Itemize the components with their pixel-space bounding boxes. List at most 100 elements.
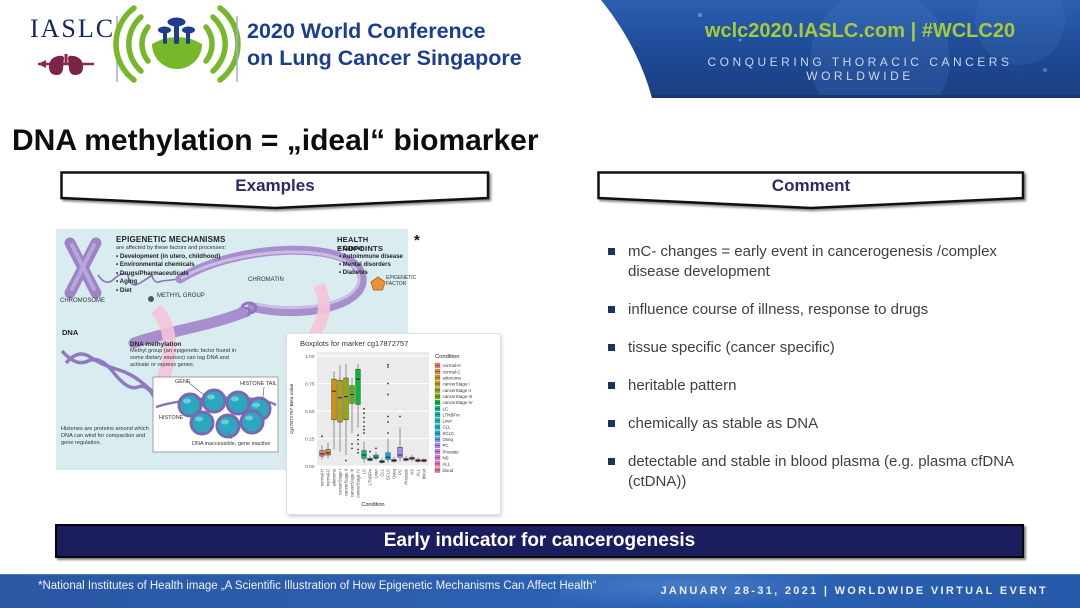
slide-title: DNA methylation = „ideal“ biomarker [12,124,539,158]
svg-text:NS: NS [410,469,415,475]
conference-website: wclc2020.IASLC.com | #WCLC20 [704,20,1016,42]
methyl-group-icon [148,296,154,302]
epigenetic-factor-label: EPIGENETIC FACTOR [386,275,417,287]
methyl-group-label: METHYL GROUP [157,293,205,299]
svg-text:cancerStage III: cancerStage III [443,394,473,399]
dna-inaccessible-label: DNA inaccessible, gene inactive [192,441,271,447]
svg-text:LC: LC [362,469,367,474]
svg-text:Condition: Condition [361,502,384,508]
svg-text:normal-C: normal-C [326,469,331,486]
dna-helix [60,349,158,402]
image-citation: *National Institutes of Health image „A … [38,580,597,592]
nih-endpoint-item: Cancer [339,245,403,253]
iaslc-logo-text: IASLC [30,14,116,43]
nih-endpoint-item: Mental disorders [339,261,403,269]
comment-bullet: mC- changes = early event in cancerogene… [598,242,1030,282]
comment-bullet-text: mC- changes = early event in cancerogene… [628,243,997,280]
nih-left-subheading: are affected by these factors and proces… [116,245,226,251]
svg-text:normal-H: normal-H [443,363,461,368]
svg-text:ALL: ALL [416,468,421,476]
boxplot-chart: Boxplots for marker cg17872757 0.00 0.25 0… [287,334,500,514]
svg-text:0.50: 0.50 [305,409,315,415]
svg-text:SCLC: SCLC [386,469,391,480]
comment-header-box: Comment [597,171,1025,211]
nih-right-bullets: CancerAutoimmune diseaseMental disorders… [339,245,403,277]
histone-spheres [177,388,272,439]
svg-text:cancerStage I: cancerStage I [338,469,343,495]
gene-label: GENE [175,379,191,385]
nih-right-heading: HEALTH ENDPOINTS [337,235,384,253]
svg-text:cancerStage IV: cancerStage IV [356,469,361,498]
svg-text:1.00: 1.00 [305,354,315,360]
chromosome-label: CHROMOSOME [60,298,105,304]
comment-bullet-list: mC- changes = early event in cancerogene… [598,242,1030,510]
iaslc-lung-icon [38,54,94,75]
svg-text:Liver: Liver [443,419,453,424]
comment-bullet-text: chemically as stable as DNA [628,415,819,432]
svg-text:LTNBFm: LTNBFm [368,469,373,486]
dna-methylation-title: DNA methylation [130,341,182,348]
wclc-sonar-logo [113,5,241,83]
svg-text:CLL: CLL [380,468,385,476]
epigenetic-factor-icon [370,276,386,291]
boxplot-title: Boxplots for marker cg17872757 [300,339,409,348]
pink-arrow-ribbon [150,304,176,384]
nih-factor-item: Environmental chemicals [116,261,220,269]
svg-text:PC: PC [398,469,403,475]
comment-label: Comment [771,176,851,195]
svg-text:LC: LC [443,406,449,411]
svg-text:SCLC: SCLC [443,431,455,436]
conference-header: IASLC 2020 World Conference on Lung Canc… [0,0,1080,130]
svg-text:blood: blood [443,468,454,473]
nih-factor-item: Aging [116,278,220,286]
bullet-square-icon [608,248,615,255]
svg-text:0.75: 0.75 [305,381,315,387]
svg-text:blood: blood [422,468,427,479]
bullet-square-icon [608,458,615,465]
nih-endpoint-item: Diabetes [339,269,403,277]
svg-text:PC: PC [443,443,449,448]
conference-title-line1: 2020 World Conference [247,19,486,43]
svg-text:Prostate: Prostate [404,468,409,484]
comment-bullet: chemically as stable as DNA [598,414,1030,434]
slide-footer: *National Institutes of Health image „A … [0,574,1080,608]
svg-text:CLL: CLL [443,425,452,430]
svg-text:adenoma: adenoma [332,468,337,486]
dna-label: DNA [62,328,79,337]
comment-bullet: influence course of illness, response to… [598,300,1030,320]
examples-header-box: Examples [60,171,490,211]
svg-text:normal-C: normal-C [443,369,461,374]
dna-methylation-text: Methyl group (an epigenetic factor found… [130,348,237,368]
conference-tagline: CONQUERING THORACIC CANCERS WORLDWIDE [707,55,1013,83]
svg-text:LTNBFm: LTNBFm [443,412,461,417]
nih-endpoint-item: Autoimmune disease [339,253,403,261]
dna-squiggle [97,272,181,286]
nih-factor-item: Diet [116,287,220,295]
bullet-square-icon [608,420,615,427]
histone-tail-label: HISTONE TAIL [240,381,277,387]
chromatin-label: CHROMATIN [248,277,284,283]
comment-bullet-text: tissue specific (cancer specific) [628,339,835,356]
header-background [0,0,1080,130]
svg-text:NS: NS [443,455,449,460]
svg-text:Prostate: Prostate [443,449,460,454]
conclusion-banner: Early indicator for cancerogenesis [55,524,1024,558]
comment-bullet-text: detectable and stable in blood plasma (e… [628,453,1014,490]
bullet-square-icon [608,344,615,351]
svg-text:0.00: 0.00 [305,464,315,470]
svg-text:cancerStage IV: cancerStage IV [443,400,473,405]
bullet-square-icon [608,382,615,389]
svg-text:Liver: Liver [374,468,379,478]
svg-text:Condition: Condition [435,354,460,360]
svg-text:cg17872757 Beta value: cg17872757 Beta value [289,383,295,434]
examples-ribbon-shape [60,171,490,210]
bullet-square-icon [608,306,615,313]
nih-factor-item: Development (in utero, childhood) [116,253,220,261]
footnote-asterisk: * [414,232,420,249]
svg-text:cancerStage II: cancerStage II [344,469,349,496]
svg-text:normal-H: normal-H [320,469,325,486]
header-right: wclc2020.IASLC.com | #WCLC20 CONQUERING … [660,0,1060,98]
conclusion-banner-text: Early indicator for cancerogenesis [383,530,696,551]
